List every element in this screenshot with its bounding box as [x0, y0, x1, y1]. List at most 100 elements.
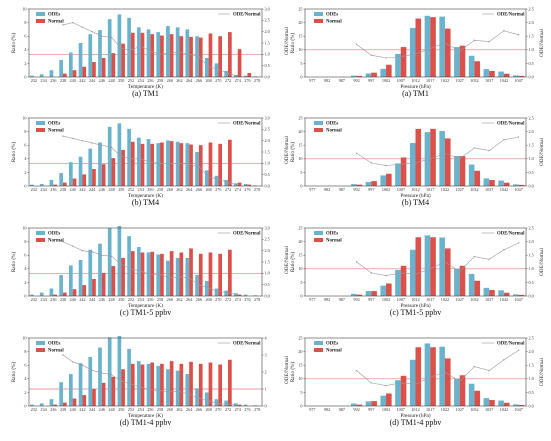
legend-label-odes: ODEs	[48, 122, 60, 127]
plot-frame	[28, 8, 263, 78]
bar-normal	[82, 285, 87, 296]
y2-tick-label: 2.5	[529, 6, 534, 11]
bar-normal	[415, 347, 422, 406]
bar-normal	[208, 33, 213, 77]
x-tick-label: 982	[324, 407, 330, 412]
x-tick-label: 997	[368, 297, 374, 302]
bar-odes	[39, 74, 44, 77]
x-tick-label: 264	[186, 297, 193, 302]
ratio-point	[120, 380, 122, 383]
bar-odes	[253, 295, 258, 296]
y2-tick-label: 1.5	[529, 143, 534, 148]
bar-normal	[198, 363, 203, 406]
legend-label-ratio: ODE/Normal	[233, 13, 261, 18]
bar-normal	[430, 237, 436, 296]
ratio-point	[91, 251, 93, 253]
bar-odes	[395, 163, 401, 186]
bar-normal	[160, 363, 164, 406]
x-tick-label: 264	[186, 187, 193, 192]
x-tick-label: 1042	[500, 407, 508, 412]
ratio-point	[198, 397, 200, 400]
ratio-point	[188, 163, 190, 166]
bar-odes	[395, 53, 401, 77]
bar-odes	[454, 378, 460, 406]
bar-odes	[439, 346, 445, 406]
x-tick-label: 982	[324, 187, 330, 192]
y-tick-label: 8	[24, 129, 26, 134]
y2-tick-label: 0.0	[265, 183, 270, 188]
bar-odes	[483, 178, 490, 186]
ratio-point	[120, 263, 122, 265]
x-tick-label: 274	[235, 78, 242, 83]
bar-odes	[98, 30, 102, 77]
bar-normal	[208, 252, 213, 296]
bar-odes	[365, 181, 372, 186]
x-tick-label: 1027	[456, 78, 464, 83]
ratio-point	[237, 404, 239, 406]
y-tick-label: 8	[24, 239, 26, 244]
bar-odes	[380, 395, 387, 406]
y2-tick-label: 1.0	[265, 161, 270, 166]
y-tick-label: 25	[298, 115, 302, 120]
x-tick-label: 1032	[470, 78, 478, 83]
bar-odes	[117, 14, 122, 78]
bar-odes	[214, 175, 219, 186]
y2-tick-label: 2.0	[529, 129, 534, 134]
bar-odes	[253, 405, 258, 406]
legend-label-odes: ODEs	[326, 232, 338, 237]
y2-tick-label: 4	[265, 335, 268, 340]
bar-normal	[150, 34, 155, 77]
bar-odes	[107, 337, 112, 406]
x-tick-label: 1037	[485, 407, 493, 412]
x-tick-label: 997	[368, 407, 374, 412]
ratio-point	[503, 30, 505, 32]
ratio-point	[370, 382, 372, 384]
y-tick-label: 4	[24, 47, 27, 52]
panel-caption: (b) TM4	[132, 198, 159, 207]
bar-normal	[140, 32, 145, 77]
bar-odes	[107, 228, 112, 296]
x-tick-label: 262	[176, 297, 182, 302]
bar-odes	[136, 137, 141, 186]
ratio-point	[130, 268, 132, 270]
y-tick-label: 20	[298, 129, 302, 134]
bar-odes	[156, 254, 161, 296]
bar-normal	[198, 145, 203, 186]
x-tick-label: 1007	[397, 297, 405, 302]
y-tick-label: 4	[24, 376, 27, 381]
bar-normal	[140, 252, 145, 296]
bar-normal	[101, 272, 106, 296]
y-tick-label: 15	[298, 34, 302, 39]
ratio-point	[488, 258, 490, 260]
bar-normal	[53, 294, 57, 296]
bar-odes	[350, 184, 357, 186]
ratio-point	[149, 273, 152, 276]
x-tick-label: 252	[128, 78, 134, 83]
bar-normal	[198, 37, 203, 77]
bar-odes	[49, 70, 54, 77]
bar-normal	[459, 265, 466, 296]
bar-odes	[365, 291, 372, 296]
x-tick-label: 268	[205, 297, 211, 302]
y-tick-label: 25	[298, 335, 302, 340]
y2-tick-label: 2.0	[529, 20, 534, 25]
bar-odes	[498, 400, 504, 406]
bar-odes	[253, 76, 258, 77]
bar-normal	[518, 404, 525, 406]
bar-odes	[136, 247, 141, 296]
ratio-point	[355, 43, 358, 46]
y-axis-label: Ratio (%)	[10, 33, 17, 54]
x-tick-label: 1012	[411, 407, 419, 412]
bar-normal	[62, 182, 67, 186]
bar-normal	[228, 32, 232, 77]
x-tick-label: 1027	[456, 297, 464, 302]
bar-odes	[68, 265, 73, 296]
panel-caption: (a) TM1	[132, 89, 159, 98]
x-tick-label: 266	[196, 407, 202, 412]
x-tick-label: 240	[70, 297, 76, 302]
x-tick-label: 274	[235, 407, 242, 412]
ratio-point	[473, 39, 476, 41]
y-tick-label: 4	[24, 156, 27, 161]
x-tick-label: 250	[118, 187, 124, 192]
ratio-point	[101, 372, 103, 374]
